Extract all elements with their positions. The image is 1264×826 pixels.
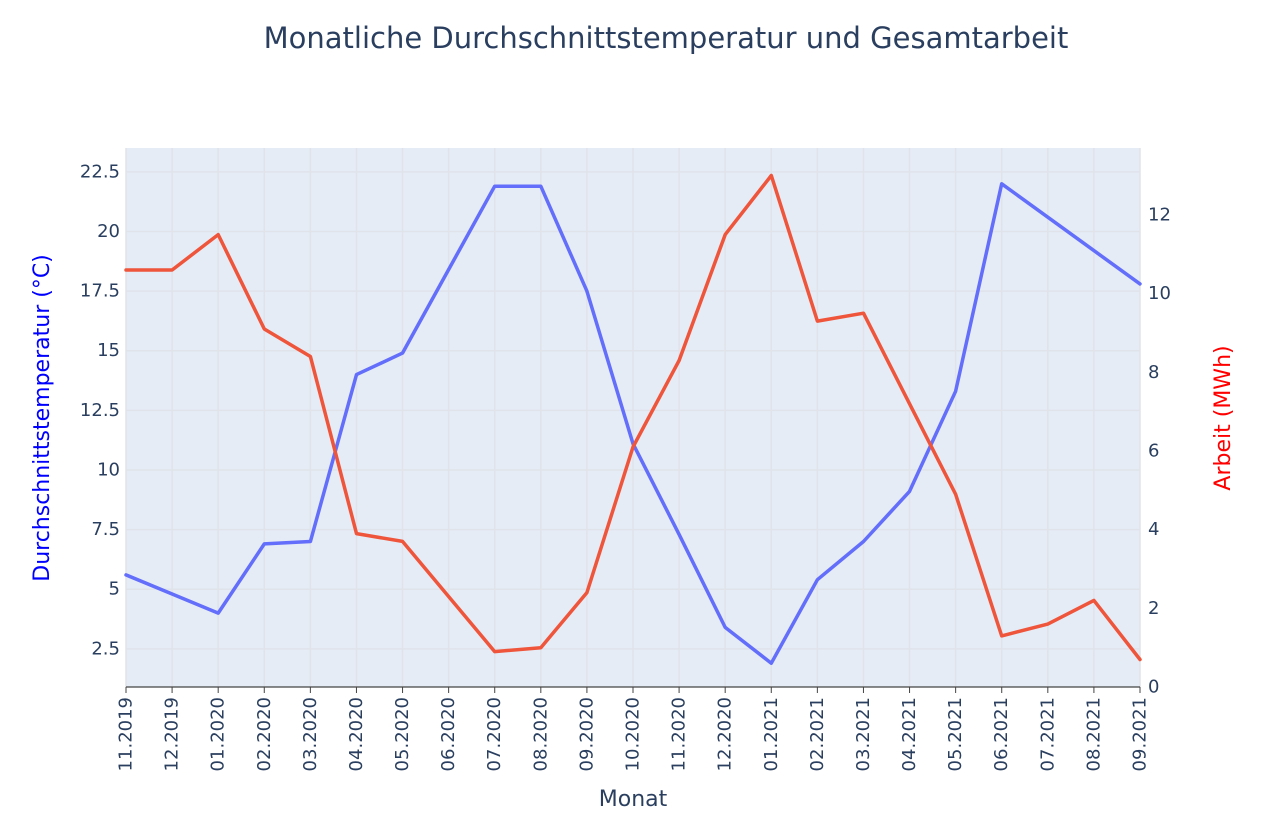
arbeit-series-line <box>124 173 1142 662</box>
x-tick-label: 10.2020 <box>623 697 644 771</box>
x-tick-label: 02.2020 <box>254 697 275 771</box>
y-left-tick-label: 17.5 <box>80 281 120 302</box>
x-tick-label: 03.2020 <box>300 697 321 771</box>
y-right-tick-label: 0 <box>1148 677 1159 698</box>
y-left-tick-label: 22.5 <box>80 161 120 182</box>
x-tick-label: 09.2020 <box>576 697 597 771</box>
y-left-tick-label: 15 <box>97 340 120 361</box>
x-tick-label: 04.2020 <box>346 697 367 771</box>
y-right-tick-label: 6 <box>1148 440 1159 461</box>
x-tick-label: 04.2021 <box>899 697 920 771</box>
y-right-tick-label: 4 <box>1148 519 1159 540</box>
y-right-tick-label: 2 <box>1148 598 1159 619</box>
x-tick-label: 06.2021 <box>991 697 1012 771</box>
x-tick-label: 03.2021 <box>853 697 874 771</box>
y-left-axis-title: Durchschnittstemperatur (°C) <box>30 254 55 582</box>
y-left-tick-label: 10 <box>97 459 120 480</box>
x-tick-label: 06.2020 <box>438 697 459 771</box>
y-left-tick-label: 20 <box>97 221 120 242</box>
series-layer <box>124 173 1142 665</box>
x-tick-label: 12.2020 <box>715 697 736 771</box>
x-tick-label: 08.2021 <box>1083 697 1104 771</box>
x-tick-label: 08.2020 <box>530 697 551 771</box>
y-left-tick-label: 5 <box>109 579 120 600</box>
x-axis-title: Monat <box>599 787 668 812</box>
x-tick-label: 05.2020 <box>392 697 413 771</box>
y-left-tick-label: 7.5 <box>91 519 120 540</box>
x-tick-label: 09.2021 <box>1130 697 1151 771</box>
y-right-tick-label: 8 <box>1148 362 1159 383</box>
x-tick-label: 07.2021 <box>1037 697 1058 771</box>
chart-title: Monatliche Durchschnittstemperatur und G… <box>264 21 1069 55</box>
y-right-tick-label: 12 <box>1148 204 1171 225</box>
y-left-tick-label: 2.5 <box>91 638 120 659</box>
y-right-tick-label: 10 <box>1148 283 1171 304</box>
x-tick-label: 12.2019 <box>162 697 183 771</box>
x-tick-label: 02.2021 <box>807 697 828 771</box>
x-tick-label: 11.2019 <box>116 697 137 771</box>
x-tick-label: 07.2020 <box>484 697 505 771</box>
x-tick-label: 05.2021 <box>945 697 966 771</box>
x-tick-labels: 11.2019 12.2019 01.2020 02.2020 03.2020 04.20… <box>116 687 1151 771</box>
x-tick-label: 01.2021 <box>761 697 782 771</box>
y-right-axis-title: Arbeit (MWh) <box>1211 345 1236 490</box>
x-tick-label: 01.2020 <box>208 697 229 771</box>
y-left-tick-labels: 2.5 5 7.5 10 12.5 15 17.5 20 22.5 <box>80 161 120 659</box>
y-left-tick-label: 12.5 <box>80 400 120 421</box>
x-tick-label: 11.2020 <box>669 697 690 771</box>
y-gridlines <box>126 171 1140 650</box>
y-right-tick-labels: 0 2 4 6 8 10 12 <box>1148 204 1171 697</box>
